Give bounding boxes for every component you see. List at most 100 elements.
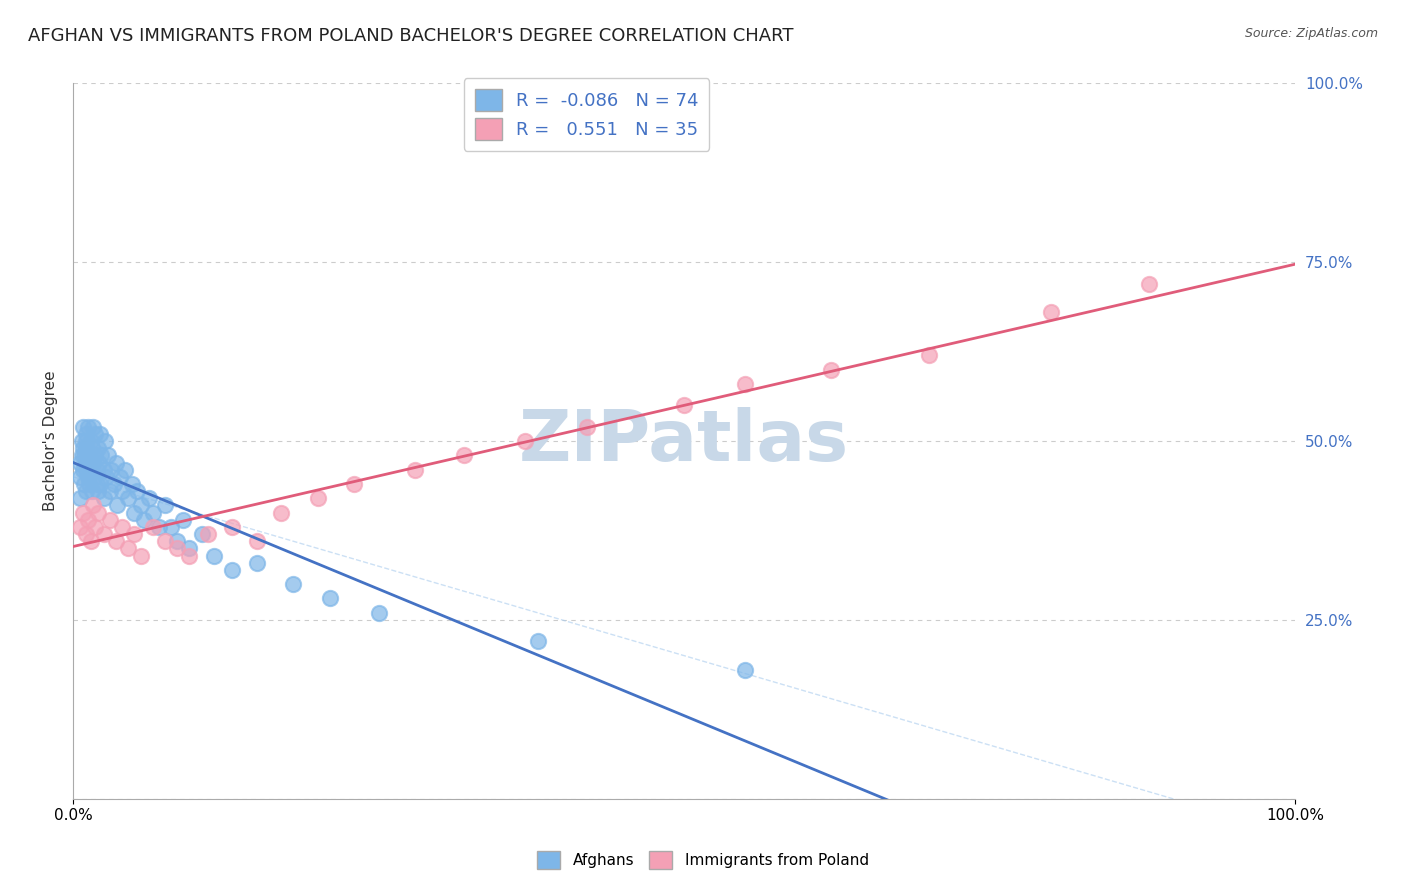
Point — [73, 477, 96, 491]
Point — [93, 463, 115, 477]
Point — [100, 463, 122, 477]
Point — [526, 634, 548, 648]
Point — [105, 534, 128, 549]
Point — [87, 456, 110, 470]
Point — [148, 520, 170, 534]
Point — [93, 491, 115, 506]
Y-axis label: Bachelor's Degree: Bachelor's Degree — [44, 371, 58, 511]
Point — [221, 520, 243, 534]
Point — [172, 513, 194, 527]
Point — [79, 434, 101, 449]
Point — [75, 484, 97, 499]
Point — [270, 506, 292, 520]
Point — [70, 434, 93, 449]
Point — [84, 449, 107, 463]
Point — [80, 484, 103, 499]
Point — [75, 456, 97, 470]
Point — [166, 534, 188, 549]
Point — [93, 527, 115, 541]
Point — [142, 520, 165, 534]
Point — [105, 456, 128, 470]
Point — [72, 506, 94, 520]
Point — [125, 484, 148, 499]
Point — [138, 491, 160, 506]
Point — [734, 663, 756, 677]
Point — [129, 549, 152, 563]
Text: AFGHAN VS IMMIGRANTS FROM POLAND BACHELOR'S DEGREE CORRELATION CHART: AFGHAN VS IMMIGRANTS FROM POLAND BACHELO… — [28, 27, 793, 45]
Point — [80, 442, 103, 456]
Point — [89, 426, 111, 441]
Legend: Afghans, Immigrants from Poland: Afghans, Immigrants from Poland — [531, 845, 875, 875]
Point — [77, 456, 100, 470]
Point — [246, 556, 269, 570]
Point — [72, 419, 94, 434]
Point — [117, 541, 139, 556]
Point — [82, 499, 104, 513]
Point — [94, 434, 117, 449]
Point — [103, 477, 125, 491]
Point — [98, 484, 121, 499]
Point — [79, 463, 101, 477]
Point — [97, 449, 120, 463]
Point — [82, 456, 104, 470]
Point — [111, 484, 134, 499]
Point — [72, 442, 94, 456]
Point — [515, 434, 537, 449]
Point — [73, 449, 96, 463]
Point — [124, 527, 146, 541]
Point — [917, 348, 939, 362]
Point — [84, 426, 107, 441]
Point — [121, 477, 143, 491]
Point — [75, 442, 97, 456]
Point — [307, 491, 329, 506]
Point — [1039, 305, 1062, 319]
Point — [75, 426, 97, 441]
Point — [77, 470, 100, 484]
Point — [246, 534, 269, 549]
Point — [575, 419, 598, 434]
Point — [79, 534, 101, 549]
Point — [117, 491, 139, 506]
Point — [89, 477, 111, 491]
Point — [673, 398, 696, 412]
Point — [367, 606, 389, 620]
Point — [77, 477, 100, 491]
Point — [319, 591, 342, 606]
Point — [83, 470, 105, 484]
Point — [111, 520, 134, 534]
Point — [190, 527, 212, 541]
Point — [105, 499, 128, 513]
Point — [283, 577, 305, 591]
Point — [75, 527, 97, 541]
Text: ZIPatlas: ZIPatlas — [519, 407, 849, 475]
Point — [69, 520, 91, 534]
Point — [77, 419, 100, 434]
Point — [160, 520, 183, 534]
Point — [90, 449, 112, 463]
Point — [202, 549, 225, 563]
Point — [153, 499, 176, 513]
Point — [82, 419, 104, 434]
Point — [166, 541, 188, 556]
Point — [77, 449, 100, 463]
Point — [129, 499, 152, 513]
Point — [69, 470, 91, 484]
Point — [75, 463, 97, 477]
Point — [142, 506, 165, 520]
Point — [1137, 277, 1160, 291]
Point — [86, 477, 108, 491]
Point — [70, 449, 93, 463]
Point — [734, 376, 756, 391]
Point — [343, 477, 366, 491]
Point — [453, 449, 475, 463]
Point — [108, 470, 131, 484]
Legend: R =  -0.086   N = 74, R =   0.551   N = 35: R = -0.086 N = 74, R = 0.551 N = 35 — [464, 78, 710, 151]
Point — [405, 463, 427, 477]
Point — [69, 456, 91, 470]
Point — [179, 541, 201, 556]
Point — [69, 491, 91, 506]
Point — [72, 463, 94, 477]
Point — [153, 534, 176, 549]
Point — [134, 513, 156, 527]
Point — [87, 484, 110, 499]
